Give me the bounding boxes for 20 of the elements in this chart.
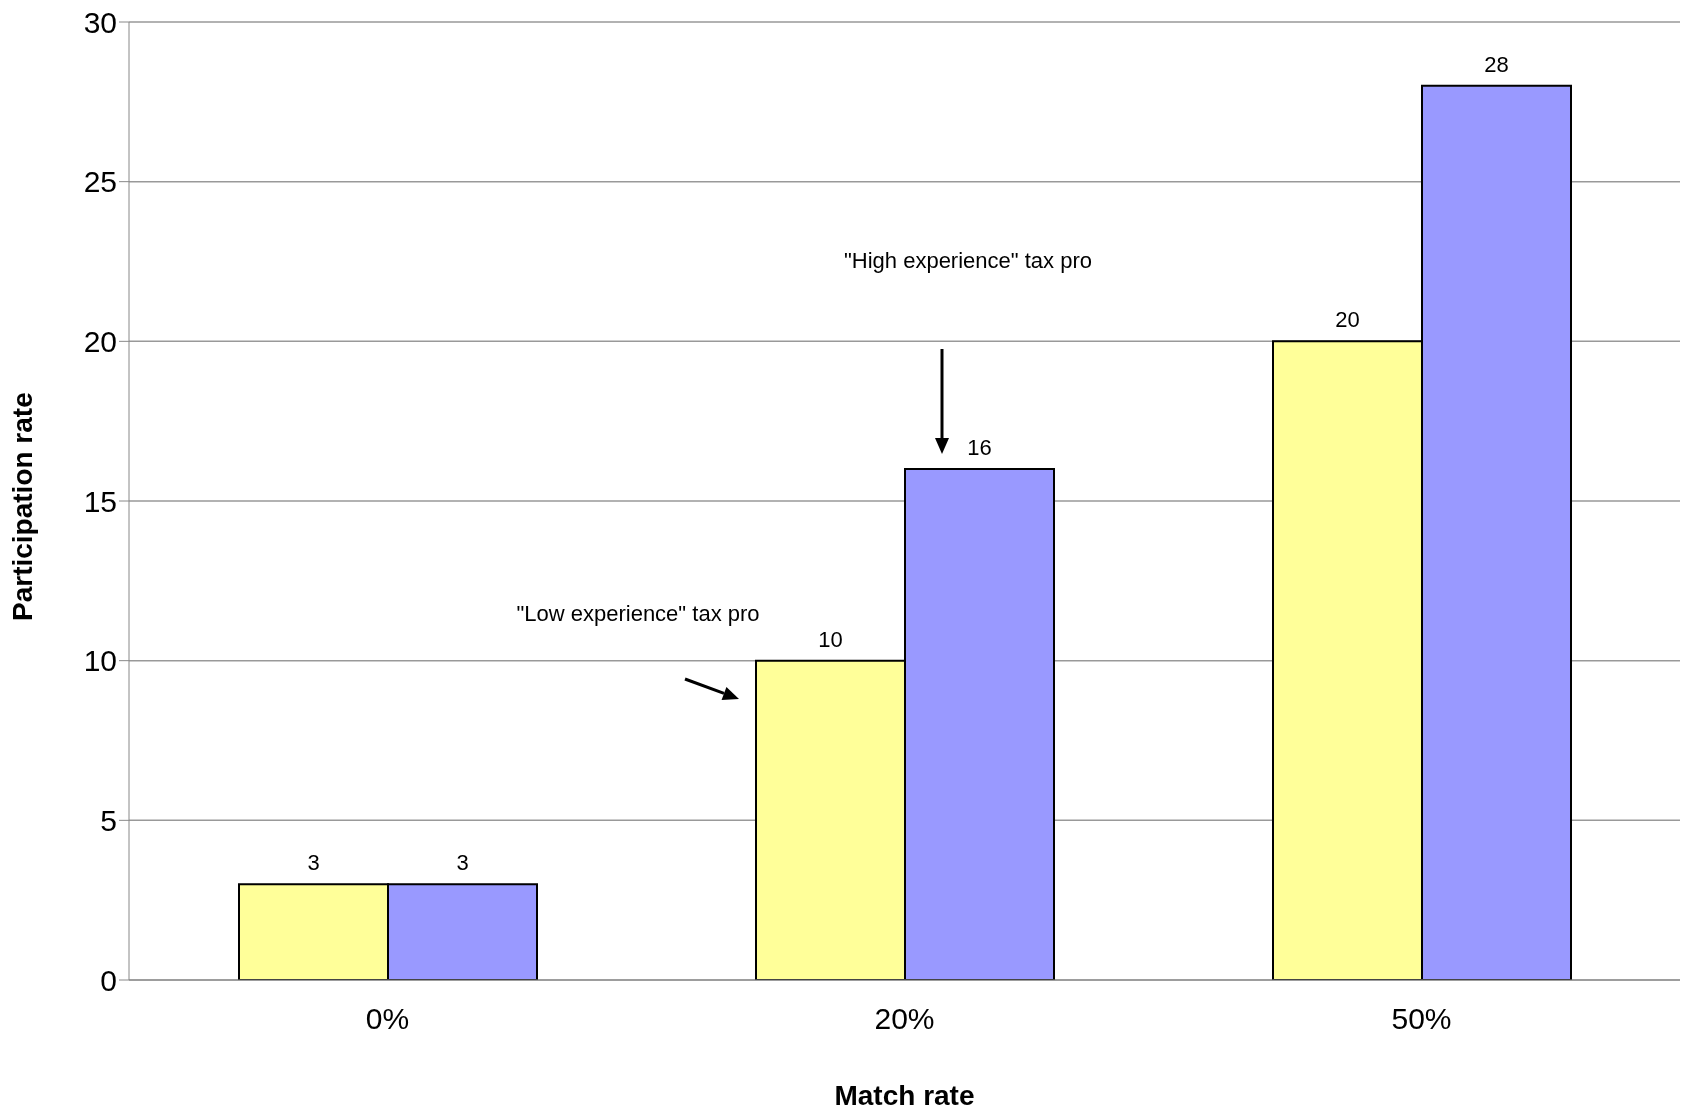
data-label: 3 bbox=[307, 850, 320, 876]
data-label: 20 bbox=[1335, 307, 1360, 333]
x-tick-label: 20% bbox=[874, 1002, 935, 1036]
x-axis-title: Match rate bbox=[834, 1080, 975, 1107]
data-label: 28 bbox=[1484, 51, 1509, 77]
annotation: "Low experience" tax pro bbox=[515, 600, 761, 628]
data-label: 10 bbox=[818, 626, 843, 652]
y-tick-label: 15 bbox=[83, 484, 117, 518]
y-tick-label: 20 bbox=[83, 324, 117, 358]
y-axis-title: Participation rate bbox=[6, 392, 38, 621]
y-tick-label: 25 bbox=[83, 165, 117, 199]
x-tick-label: 0% bbox=[365, 1002, 410, 1036]
y-tick-label: 10 bbox=[83, 644, 117, 678]
x-tick-label: 50% bbox=[1391, 1002, 1452, 1036]
annotation: "High experience" tax pro bbox=[843, 247, 1093, 275]
y-tick-label: 0 bbox=[100, 963, 117, 997]
data-label: 3 bbox=[456, 850, 469, 876]
y-tick-label: 30 bbox=[83, 5, 117, 39]
y-tick-label: 5 bbox=[100, 803, 117, 837]
data-label: 16 bbox=[967, 435, 992, 461]
